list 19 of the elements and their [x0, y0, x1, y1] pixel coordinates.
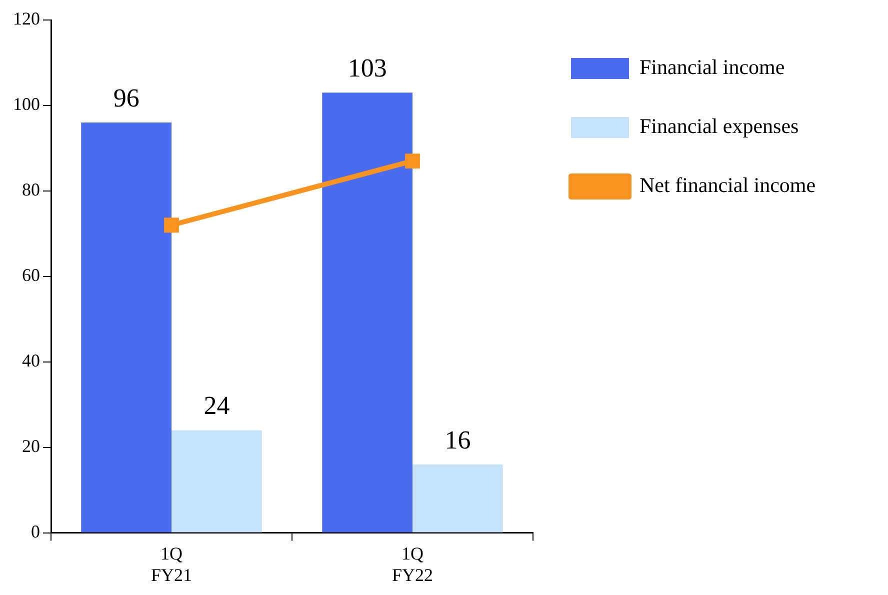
y-tick-label: 60	[22, 265, 40, 286]
y-tick-label: 120	[13, 8, 40, 29]
data-label: 96	[113, 83, 140, 112]
y-tick-label: 80	[22, 180, 40, 200]
y-tick-label: 100	[13, 94, 40, 114]
bar	[81, 122, 172, 532]
legend-label: Financial expenses	[640, 114, 799, 138]
bar	[412, 464, 503, 532]
legend-label: Financial income	[640, 55, 785, 80]
legend-label: Net financial income	[640, 173, 816, 198]
data-label: 24	[204, 391, 230, 420]
data-label: 103	[348, 53, 387, 82]
y-tick-label: 0	[31, 522, 40, 542]
bar	[172, 430, 262, 532]
x-tick-label: 1Q FY21	[150, 543, 192, 585]
y-tick-label: 40	[22, 350, 40, 371]
x-tick-label: 1Q FY22	[392, 543, 434, 585]
y-tick-label: 20	[22, 436, 40, 456]
data-label: 16	[444, 425, 471, 454]
